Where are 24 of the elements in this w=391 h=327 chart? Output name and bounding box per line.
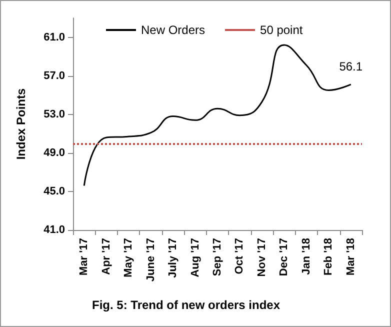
text: Fig. 5: Trend of new orders index bbox=[92, 298, 280, 312]
y-tick-label: 45.0 bbox=[44, 185, 65, 198]
y-tick-label: 41.0 bbox=[44, 224, 65, 236]
y-tick-label: 61.0 bbox=[44, 31, 65, 44]
x-tick-label: Sep '17 bbox=[212, 238, 224, 276]
x-tick-label: Apr '17 bbox=[100, 238, 112, 275]
x-tick-label: Jan '18 bbox=[300, 238, 312, 275]
x-tick-label: Dec '17 bbox=[278, 238, 290, 276]
x-tick-label: Mar '17 bbox=[78, 238, 90, 276]
legend-label: 50 point bbox=[260, 23, 304, 37]
y-tick-label: 57.0 bbox=[44, 70, 65, 82]
x-tick-label: Nov '17 bbox=[256, 238, 268, 277]
x-tick-label: Mar '18 bbox=[344, 238, 357, 276]
legend-label: New Orders bbox=[141, 23, 206, 37]
y-tick-label: 53.0 bbox=[44, 108, 65, 120]
x-tick-label: July '17 bbox=[167, 238, 180, 278]
x-tick-label: Aug '17 bbox=[189, 238, 202, 278]
x-tick-label: Feb '18 bbox=[322, 238, 335, 276]
annotation: 56.1 bbox=[339, 59, 363, 74]
x-tick-label: Oct '17 bbox=[234, 238, 246, 274]
x-tick-label: May '17 bbox=[122, 238, 135, 278]
y-axis-title: Index Points bbox=[14, 88, 28, 160]
y-tick-label: 49.0 bbox=[44, 146, 65, 159]
x-tick-label: June '17 bbox=[144, 238, 157, 282]
